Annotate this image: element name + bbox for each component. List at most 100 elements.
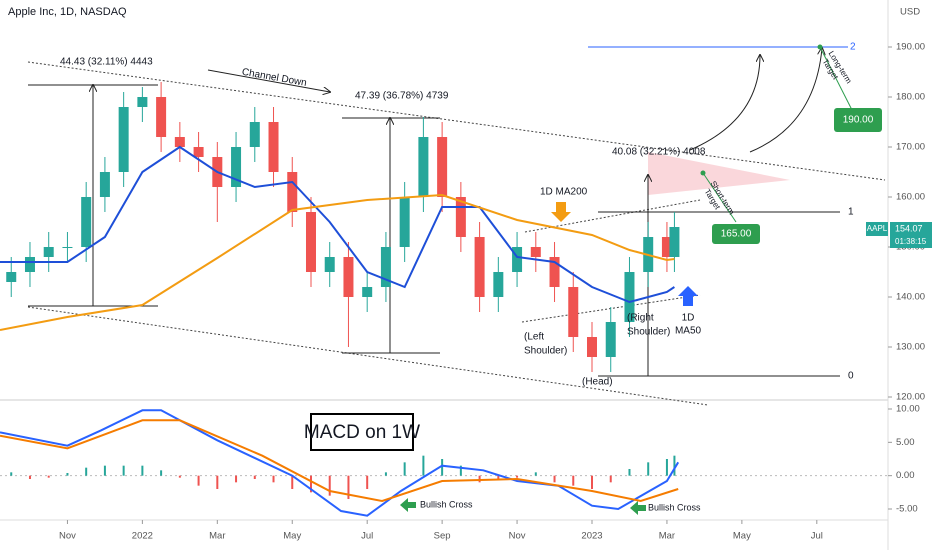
target-zone [648, 152, 790, 195]
histogram-bar [216, 475, 219, 489]
x-tick-label: Nov [59, 531, 76, 542]
x-tick-label: May [733, 531, 751, 542]
series-line [0, 145, 675, 304]
histogram-bar [441, 459, 444, 476]
marks: 120.00130.00140.00150.00160.00170.00180.… [0, 42, 925, 542]
y-tick-label: 130.00 [896, 342, 925, 353]
annotation: Shoulder) [627, 327, 670, 338]
target-box [712, 224, 760, 244]
channel-arrow [207, 69, 330, 92]
annotation: Shoulder) [524, 346, 567, 357]
candle-body [661, 237, 672, 257]
cross-arrow [630, 501, 646, 515]
symbol-tag [866, 222, 888, 236]
histogram-bar [272, 475, 275, 483]
ma50-arrow [678, 286, 698, 306]
x-tick-label: Jul [361, 531, 373, 542]
x-tick-label: Jul [811, 531, 823, 542]
candle-body [362, 287, 373, 297]
y-tick-label: 180.00 [896, 92, 925, 103]
histogram-bar [384, 472, 387, 476]
x-tick-label: Nov [509, 531, 526, 542]
y-tick-label: 140.00 [896, 292, 925, 303]
cross-arrow [400, 498, 416, 512]
histogram-bar [366, 475, 369, 489]
histogram-bar [122, 465, 125, 476]
candle-body [343, 257, 354, 297]
currency: USD [900, 7, 920, 18]
candle-body [249, 122, 260, 147]
target-dot [700, 170, 706, 176]
candle-body [474, 237, 485, 297]
annotation: Bullish Cross [648, 502, 701, 512]
annotation: (Left [524, 332, 544, 343]
histogram-bar [572, 475, 575, 486]
x-tick-label: 2022 [132, 531, 153, 542]
histogram-bar [673, 455, 676, 476]
candle-body [437, 137, 448, 197]
annotation: 47.39 (36.78%) 4739 [355, 91, 449, 102]
histogram-bar [591, 475, 593, 489]
candle-body [587, 337, 597, 357]
annotation: 1D MA200 [540, 187, 588, 198]
candle-body [530, 247, 541, 257]
candle-body [6, 272, 17, 282]
candle-body [81, 197, 92, 247]
fib-label: 1 [848, 207, 854, 218]
y-tick-label: -5.00 [896, 504, 918, 515]
histogram-bar [253, 475, 256, 479]
fib-label: 2 [850, 42, 856, 53]
candle-body [605, 322, 616, 357]
annotation: (Head) [582, 377, 613, 388]
y-tick-label: 160.00 [896, 192, 925, 203]
histogram-bar [66, 473, 69, 476]
price-tag [890, 222, 932, 248]
candle-body [24, 257, 35, 272]
candle-body [568, 287, 579, 337]
series-line [0, 193, 675, 331]
histogram-bar [459, 465, 462, 476]
x-tick-label: Mar [209, 531, 225, 542]
annotation: 1D [682, 313, 695, 324]
histogram-bar [497, 475, 500, 479]
chart-title: Apple Inc, 1D, NASDAQ [8, 6, 127, 18]
histogram-bar [47, 475, 50, 478]
symbol: AAPL [867, 224, 888, 233]
candle-body [380, 247, 391, 287]
candle-body [287, 172, 298, 212]
channel-bottom [27, 306, 709, 406]
annotation: MA50 [675, 326, 702, 337]
target-line [702, 172, 737, 223]
y-tick-label: 5.00 [896, 437, 915, 448]
histogram-bar [178, 475, 181, 478]
candle-body [324, 257, 335, 272]
y-tick-label: 0.00 [896, 470, 915, 481]
target-box [834, 108, 882, 132]
histogram-bar [309, 475, 312, 493]
target-dot [817, 44, 823, 50]
histogram-bar [10, 472, 13, 476]
candle-body [512, 247, 523, 272]
candle-body [418, 137, 429, 197]
y-tick-label: 10.00 [896, 404, 920, 415]
last-price: 154.07 [895, 223, 923, 233]
x-tick-label: Mar [659, 531, 675, 542]
histogram-bar [291, 475, 294, 489]
candle-body [193, 147, 204, 157]
candle-body [669, 227, 680, 257]
projection-arrow [689, 55, 760, 151]
fib-label: 0 [848, 371, 854, 382]
countdown: 01:38:15 [895, 237, 927, 246]
x-tick-label: May [283, 531, 301, 542]
annotation: 40.08 (32.21%) 4008 [612, 147, 706, 158]
candle-body [156, 97, 167, 137]
histogram-bar [328, 475, 331, 496]
candle-body [268, 122, 279, 172]
target-line [819, 46, 853, 111]
candle-body [399, 197, 410, 247]
candle-body [549, 257, 560, 287]
histogram-bar [516, 475, 519, 478]
candle-body [174, 137, 185, 147]
